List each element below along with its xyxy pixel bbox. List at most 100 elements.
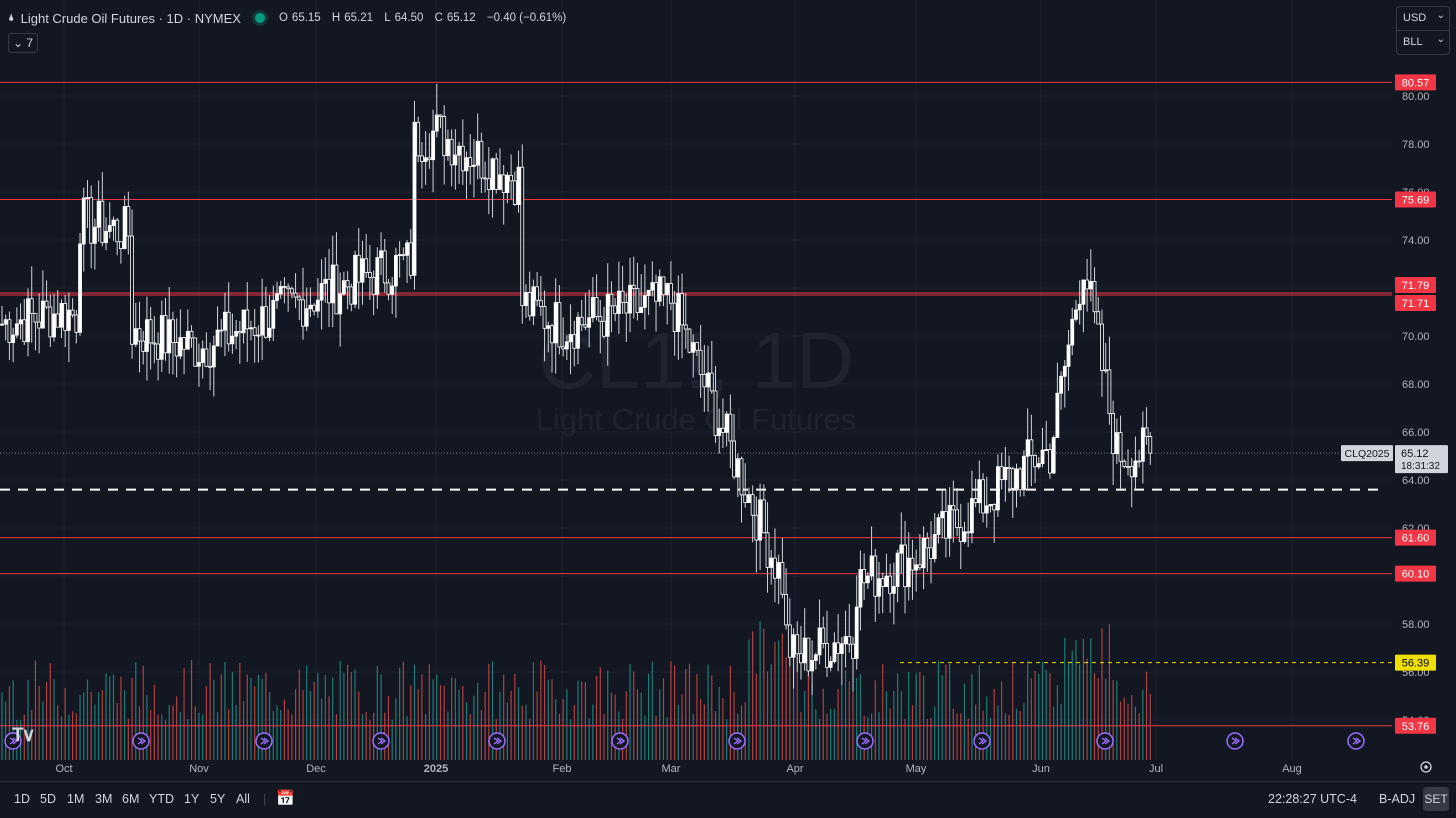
clock-readout[interactable]: 22:28:27 UTC-4 xyxy=(1268,792,1357,806)
calendar-icon[interactable]: 📅 xyxy=(276,790,295,807)
level-tag-75.69: 75.69 xyxy=(1402,194,1430,206)
volume-bar xyxy=(228,709,230,760)
range-3m-button[interactable]: 3M xyxy=(95,792,113,806)
candle-body xyxy=(494,158,499,190)
candle-body xyxy=(891,586,896,594)
market-status-icon[interactable] xyxy=(254,13,265,23)
volume-bar xyxy=(911,705,914,760)
candle-body xyxy=(590,297,595,319)
candle-body xyxy=(130,235,134,345)
volume-bar xyxy=(915,673,917,760)
event-marker-icon[interactable] xyxy=(255,732,273,750)
settings-gear-icon[interactable] xyxy=(1420,761,1432,773)
candle-body xyxy=(215,329,220,347)
candle-body xyxy=(516,166,521,205)
event-marker-icon[interactable] xyxy=(856,732,874,750)
price-chart[interactable]: CL1!, 1D Light Crude Oil Futures 54.0056… xyxy=(0,0,1456,781)
candle-body xyxy=(761,499,766,534)
candle-body xyxy=(59,302,64,328)
candle-body xyxy=(159,315,164,360)
candle-body xyxy=(260,306,265,336)
volume-bar xyxy=(525,704,527,760)
range-6m-button[interactable]: 6M xyxy=(122,792,140,806)
volume-bar xyxy=(473,695,475,760)
candle-body xyxy=(542,306,547,329)
volume-bar xyxy=(796,658,798,760)
candle-body xyxy=(412,121,417,276)
event-marker-icon[interactable] xyxy=(611,732,629,750)
volume-bar xyxy=(904,719,906,760)
adjustment-toggle[interactable]: B-ADJ xyxy=(1379,792,1416,806)
candle-body xyxy=(579,316,584,326)
candle-body xyxy=(709,372,714,392)
volume-bar xyxy=(421,674,423,760)
event-marker-icon[interactable] xyxy=(132,732,150,750)
volume-bar xyxy=(993,688,995,760)
candle-body xyxy=(550,325,554,344)
range-1m-button[interactable]: 1M xyxy=(67,792,85,806)
event-marker-icon[interactable] xyxy=(4,732,22,750)
last-price-tag-bg xyxy=(1395,445,1448,474)
currency-select[interactable]: USD xyxy=(1397,4,1449,30)
candle-body xyxy=(178,337,183,357)
range-5y-button[interactable]: 5Y xyxy=(210,792,226,806)
candle-body xyxy=(1137,460,1142,463)
range-1d-button[interactable]: 1D xyxy=(14,792,30,806)
indicators-toggle-button[interactable]: ⌄ 7 xyxy=(8,33,39,53)
price-tick-label: 80.00 xyxy=(1402,91,1430,103)
time-tick-label: 2025 xyxy=(424,763,448,775)
event-marker-icon[interactable] xyxy=(728,732,746,750)
volume-bar xyxy=(1067,661,1070,760)
candle-body xyxy=(297,296,302,301)
chart-title[interactable]: Light Crude Oil Futures · 1D · NYMEX xyxy=(20,10,241,26)
event-marker-icon[interactable] xyxy=(1347,732,1365,750)
candle-body xyxy=(189,330,194,339)
unit-select[interactable]: BLL xyxy=(1397,28,1449,54)
volume-bar xyxy=(116,702,118,760)
candle-body xyxy=(981,479,985,514)
candle-body xyxy=(1014,468,1019,489)
tradingview-logo[interactable]: T∨ xyxy=(12,725,35,746)
volume-bar xyxy=(146,695,148,760)
level-tag-bg xyxy=(1395,294,1436,311)
volume-bar xyxy=(491,661,494,760)
candle-body xyxy=(185,330,190,350)
volume-bar xyxy=(952,708,954,760)
session-button[interactable]: SET xyxy=(1423,787,1449,811)
event-marker-icon[interactable] xyxy=(372,732,390,750)
volume-bar xyxy=(42,701,44,760)
candle-body xyxy=(925,537,930,549)
yellow-tag-bg xyxy=(1395,654,1436,671)
volume-bar xyxy=(989,717,992,760)
event-marker-icon[interactable] xyxy=(488,732,506,750)
candle-body xyxy=(947,504,952,539)
volume-bar xyxy=(629,663,631,760)
range-1y-button[interactable]: 1Y xyxy=(184,792,200,806)
range-ytd-button[interactable]: YTD xyxy=(149,792,174,806)
candle-body xyxy=(605,293,610,337)
candle-body xyxy=(557,302,562,348)
event-marker-icon[interactable] xyxy=(1096,732,1114,750)
time-tick-label: Mar xyxy=(662,763,681,775)
candle-body xyxy=(996,466,1000,511)
volume-bar xyxy=(848,681,850,760)
price-tick-label: 64.00 xyxy=(1402,475,1430,487)
candle-body xyxy=(267,327,272,338)
level-tag-bg xyxy=(1395,74,1436,91)
volume-bar xyxy=(577,680,579,760)
volume-bar xyxy=(1027,660,1029,760)
candle-body xyxy=(873,555,878,597)
volume-bar xyxy=(231,672,233,760)
volume-bar xyxy=(1116,680,1118,760)
candle-body xyxy=(375,257,380,295)
candle-body xyxy=(486,178,491,190)
event-marker-icon[interactable] xyxy=(1226,732,1244,750)
range-all-button[interactable]: All xyxy=(236,792,250,806)
candle-body xyxy=(304,308,309,327)
candle-body xyxy=(107,225,112,232)
candle-body xyxy=(48,306,53,338)
volume-bar xyxy=(1138,713,1140,760)
event-marker-icon[interactable] xyxy=(973,732,991,750)
candle-body xyxy=(197,362,201,367)
range-5d-button[interactable]: 5D xyxy=(40,792,56,806)
